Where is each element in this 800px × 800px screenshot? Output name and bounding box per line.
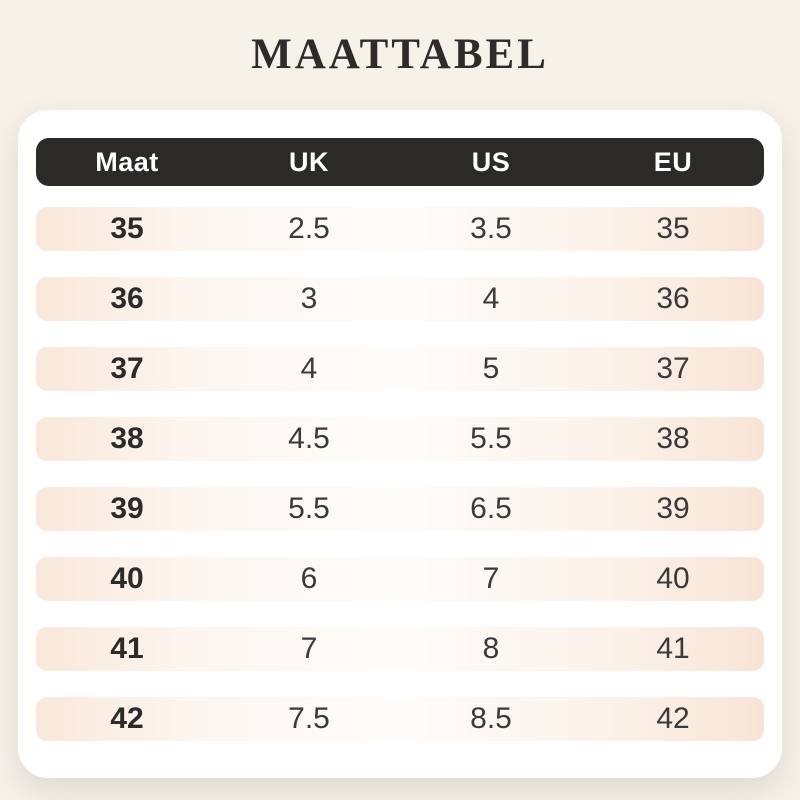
- us-cell: 8.5: [470, 702, 512, 735]
- us-cell: 5: [482, 352, 500, 385]
- table-row: 35 2.5 3.5 35: [36, 207, 764, 251]
- uk-cell: 5.5: [288, 492, 330, 525]
- eu-cell: 37: [656, 352, 690, 385]
- uk-cell: 4.5: [288, 422, 330, 455]
- us-cell: 8: [482, 632, 500, 665]
- uk-cell: 2.5: [288, 212, 330, 245]
- maat-cell: 38: [110, 422, 144, 455]
- table-row: 39 5.5 6.5 39: [36, 487, 764, 531]
- uk-cell: 6: [300, 562, 318, 595]
- us-cell: 4: [482, 282, 500, 315]
- eu-cell: 38: [656, 422, 690, 455]
- maat-cell: 35: [110, 212, 144, 245]
- eu-cell: 39: [656, 492, 690, 525]
- header-cell-uk: UK: [289, 146, 329, 177]
- table-body: 35 2.5 3.5 35 36 3 4 36 37 4 5 37 38 4.5…: [36, 207, 764, 741]
- table-row: 42 7.5 8.5 42: [36, 697, 764, 741]
- table-row: 41 7 8 41: [36, 627, 764, 671]
- maat-cell: 40: [110, 562, 144, 595]
- eu-cell: 40: [656, 562, 690, 595]
- uk-cell: 7: [300, 632, 318, 665]
- eu-cell: 42: [656, 702, 690, 735]
- page-title: MAATTABEL: [251, 31, 549, 78]
- us-cell: 5.5: [470, 422, 512, 455]
- uk-cell: 7.5: [288, 702, 330, 735]
- table-row: 40 6 7 40: [36, 557, 764, 601]
- eu-cell: 41: [656, 632, 690, 665]
- size-table-card: Maat UK US EU 35 2.5 3.5 35 36 3 4 36 37…: [18, 110, 782, 778]
- eu-cell: 35: [656, 212, 690, 245]
- maat-cell: 42: [110, 702, 144, 735]
- header-cell-maat: Maat: [95, 146, 159, 177]
- us-cell: 6.5: [470, 492, 512, 525]
- maat-cell: 41: [110, 632, 144, 665]
- us-cell: 3.5: [470, 212, 512, 245]
- uk-cell: 3: [300, 282, 318, 315]
- table-header-row: Maat UK US EU: [36, 138, 764, 186]
- table-row: 36 3 4 36: [36, 277, 764, 321]
- maat-cell: 39: [110, 492, 144, 525]
- maat-cell: 37: [110, 352, 144, 385]
- eu-cell: 36: [656, 282, 690, 315]
- table-row: 38 4.5 5.5 38: [36, 417, 764, 461]
- maat-cell: 36: [110, 282, 144, 315]
- header-cell-eu: EU: [653, 146, 693, 177]
- us-cell: 7: [482, 562, 500, 595]
- uk-cell: 4: [300, 352, 318, 385]
- header-cell-us: US: [471, 146, 511, 177]
- table-row: 37 4 5 37: [36, 347, 764, 391]
